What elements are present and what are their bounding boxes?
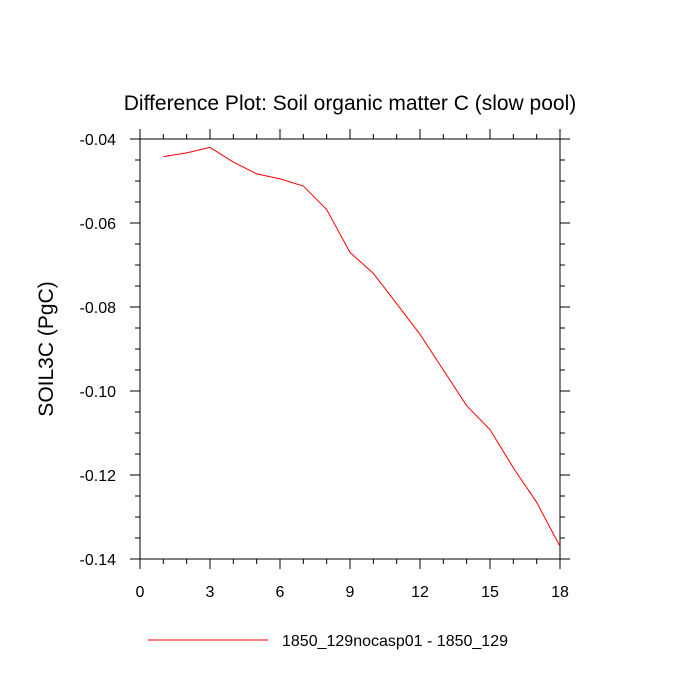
y-tick-label: -0.10 (80, 384, 117, 401)
series-line (163, 146, 561, 547)
y-tick-label: -0.08 (80, 300, 117, 317)
legend: 1850_129nocasp01 - 1850_129 (148, 633, 508, 650)
x-tick-label: 3 (206, 584, 215, 601)
x-tick-label: 12 (411, 584, 429, 601)
plot-area (139, 138, 561, 560)
x-tick-label: 6 (276, 584, 285, 601)
x-tick-label: 9 (346, 584, 355, 601)
chart-title: Difference Plot: Soil organic matter C (… (124, 92, 576, 115)
y-tick-label: -0.12 (80, 468, 117, 485)
axis-ticks (130, 129, 570, 569)
y-axis-label: SOIL3C (PgC) (35, 281, 58, 416)
x-tick-label: 0 (136, 584, 145, 601)
tick-labels: 0 3 6 9 12 15 18 -0.04 -0.06 -0.08 -0.10 -0.12 -0.14 (80, 132, 569, 601)
x-tick-label: 15 (481, 584, 499, 601)
y-tick-label: -0.04 (80, 132, 117, 149)
plot-frame (139, 138, 561, 560)
y-tick-label: -0.14 (80, 552, 117, 569)
series-lines (163, 146, 561, 547)
legend-label: 1850_129nocasp01 - 1850_129 (282, 633, 508, 650)
y-tick-label: -0.06 (80, 216, 117, 233)
x-tick-label: 18 (551, 584, 569, 601)
